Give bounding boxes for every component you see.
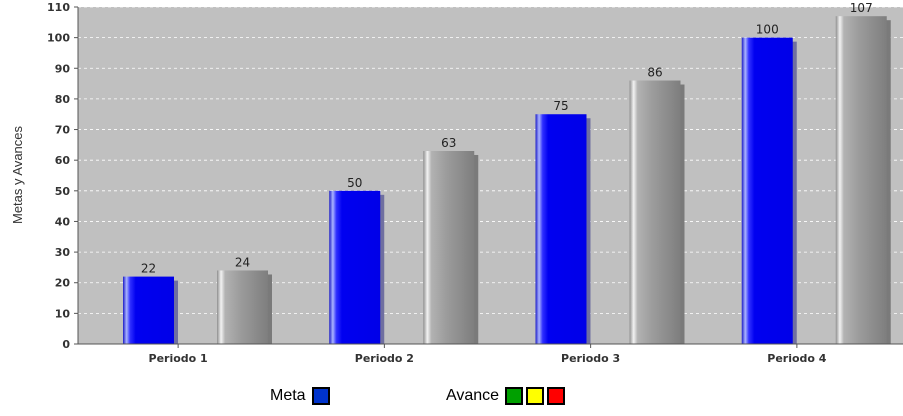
y-tick-label: 110 bbox=[47, 1, 70, 14]
x-tick-label: Periodo 3 bbox=[561, 352, 620, 365]
bar-meta-2 bbox=[329, 190, 381, 344]
y-tick-label: 60 bbox=[55, 154, 71, 167]
value-label: 22 bbox=[141, 262, 156, 276]
legend-meta-swatch bbox=[311, 387, 330, 405]
legend-avance: Avance bbox=[446, 384, 568, 408]
x-tick-label: Periodo 2 bbox=[355, 352, 414, 365]
value-label: 50 bbox=[347, 176, 362, 190]
bar-avance-3 bbox=[629, 80, 681, 344]
legend-avance-label: Avance bbox=[446, 387, 500, 404]
y-tick-label: 70 bbox=[55, 124, 71, 137]
value-label: 107 bbox=[850, 1, 873, 15]
value-label: 24 bbox=[235, 255, 250, 269]
legend-avance-swatch-red bbox=[547, 387, 566, 405]
y-tick-label: 90 bbox=[55, 62, 71, 75]
x-tick-label: Periodo 4 bbox=[767, 352, 827, 365]
y-tick-label: 100 bbox=[47, 32, 70, 45]
y-tick-label: 0 bbox=[62, 338, 70, 351]
legend-avance-swatch-green bbox=[505, 387, 524, 405]
y-tick-label: 30 bbox=[55, 246, 71, 259]
y-tick-label: 40 bbox=[55, 215, 71, 228]
bar-avance-1 bbox=[217, 270, 268, 344]
bar-avance-2 bbox=[423, 150, 475, 344]
legend-meta-label: Meta bbox=[270, 387, 306, 404]
bar-meta-4 bbox=[741, 37, 793, 345]
legend-meta: Meta bbox=[270, 384, 333, 408]
bar-avance-4 bbox=[835, 16, 887, 344]
x-tick-labels: Periodo 1 Periodo 2 Periodo 3 Periodo 4 bbox=[149, 344, 827, 365]
bar-meta-3 bbox=[535, 114, 587, 345]
y-tick-label: 10 bbox=[55, 307, 71, 320]
value-label: 63 bbox=[441, 136, 456, 150]
bar-meta-1 bbox=[123, 276, 174, 344]
value-label: 75 bbox=[553, 99, 568, 113]
y-tick-label: 50 bbox=[55, 185, 71, 198]
y-tick-label: 80 bbox=[55, 93, 71, 106]
value-label: 86 bbox=[647, 66, 662, 80]
y-tick-label: 20 bbox=[55, 277, 71, 290]
bars-group bbox=[123, 16, 891, 345]
legend-avance-swatch-yellow bbox=[526, 387, 545, 405]
x-tick-label: Periodo 1 bbox=[149, 352, 208, 365]
value-label: 100 bbox=[756, 23, 779, 37]
value-labels: 22 24 50 63 75 86 100 107 bbox=[141, 1, 873, 275]
bar-chart: 22 24 50 63 75 86 100 107 0 10 20 30 40 50 60 70 80 90 10… bbox=[10, 1, 903, 365]
y-tick-labels: 0 10 20 30 40 50 60 70 80 90 100 110 bbox=[47, 1, 78, 351]
y-axis-label: Metas y Avances bbox=[10, 125, 25, 224]
